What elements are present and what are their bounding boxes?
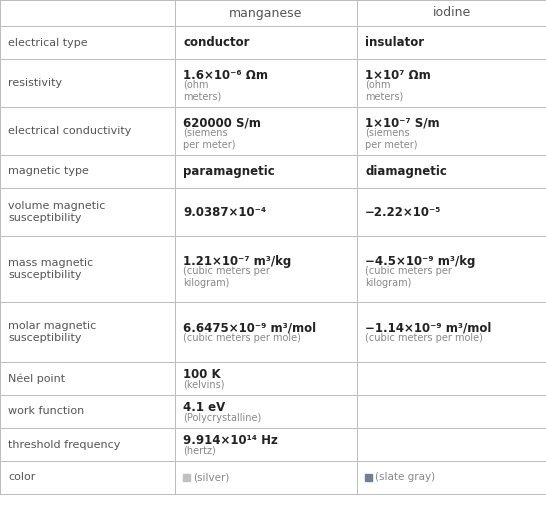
Text: conductor: conductor <box>183 36 250 49</box>
Text: 1×10⁻⁷ S/m: 1×10⁻⁷ S/m <box>365 117 440 130</box>
Text: (slate gray): (slate gray) <box>375 472 435 483</box>
Text: 4.1 eV: 4.1 eV <box>183 401 225 414</box>
Text: 1.21×10⁻⁷ m³/kg: 1.21×10⁻⁷ m³/kg <box>183 254 291 267</box>
Text: (silver): (silver) <box>193 472 229 483</box>
Text: (ohm
meters): (ohm meters) <box>183 80 221 102</box>
Text: Néel point: Néel point <box>8 373 65 384</box>
Text: paramagnetic: paramagnetic <box>183 165 275 178</box>
Text: (siemens
per meter): (siemens per meter) <box>183 128 235 150</box>
Text: (cubic meters per mole): (cubic meters per mole) <box>183 334 301 343</box>
Bar <box>365 474 372 481</box>
Text: diamagnetic: diamagnetic <box>365 165 447 178</box>
Text: 100 K: 100 K <box>183 369 221 381</box>
Text: 1.6×10⁻⁶ Ωm: 1.6×10⁻⁶ Ωm <box>183 68 268 82</box>
Text: mass magnetic
susceptibility: mass magnetic susceptibility <box>8 258 93 280</box>
Bar <box>183 474 190 481</box>
Text: (siemens
per meter): (siemens per meter) <box>365 128 418 150</box>
Text: work function: work function <box>8 407 84 416</box>
Text: −1.14×10⁻⁹ m³/mol: −1.14×10⁻⁹ m³/mol <box>365 322 491 335</box>
Text: −4.5×10⁻⁹ m³/kg: −4.5×10⁻⁹ m³/kg <box>365 254 476 267</box>
Text: (cubic meters per
kilogram): (cubic meters per kilogram) <box>183 266 270 288</box>
Text: (hertz): (hertz) <box>183 446 216 456</box>
Text: molar magnetic
susceptibility: molar magnetic susceptibility <box>8 321 96 343</box>
Text: (cubic meters per mole): (cubic meters per mole) <box>365 334 483 343</box>
Text: 9.914×10¹⁴ Hz: 9.914×10¹⁴ Hz <box>183 434 278 447</box>
Text: threshold frequency: threshold frequency <box>8 439 120 450</box>
Text: (cubic meters per
kilogram): (cubic meters per kilogram) <box>365 266 452 288</box>
Text: insulator: insulator <box>365 36 424 49</box>
Text: magnetic type: magnetic type <box>8 167 89 176</box>
Text: color: color <box>8 472 35 483</box>
Text: volume magnetic
susceptibility: volume magnetic susceptibility <box>8 201 105 223</box>
Text: electrical conductivity: electrical conductivity <box>8 126 132 136</box>
Text: manganese: manganese <box>229 7 302 20</box>
Text: 6.6475×10⁻⁹ m³/mol: 6.6475×10⁻⁹ m³/mol <box>183 322 316 335</box>
Text: 1×10⁷ Ωm: 1×10⁷ Ωm <box>365 68 431 82</box>
Text: −2.22×10⁻⁵: −2.22×10⁻⁵ <box>365 206 441 218</box>
Text: (kelvins): (kelvins) <box>183 380 224 390</box>
Text: resistivity: resistivity <box>8 78 62 88</box>
Text: iodine: iodine <box>432 7 471 20</box>
Text: (ohm
meters): (ohm meters) <box>365 80 403 102</box>
Text: electrical type: electrical type <box>8 38 87 47</box>
Text: 620000 S/m: 620000 S/m <box>183 117 261 130</box>
Text: (Polycrystalline): (Polycrystalline) <box>183 413 261 423</box>
Text: 9.0387×10⁻⁴: 9.0387×10⁻⁴ <box>183 206 266 218</box>
